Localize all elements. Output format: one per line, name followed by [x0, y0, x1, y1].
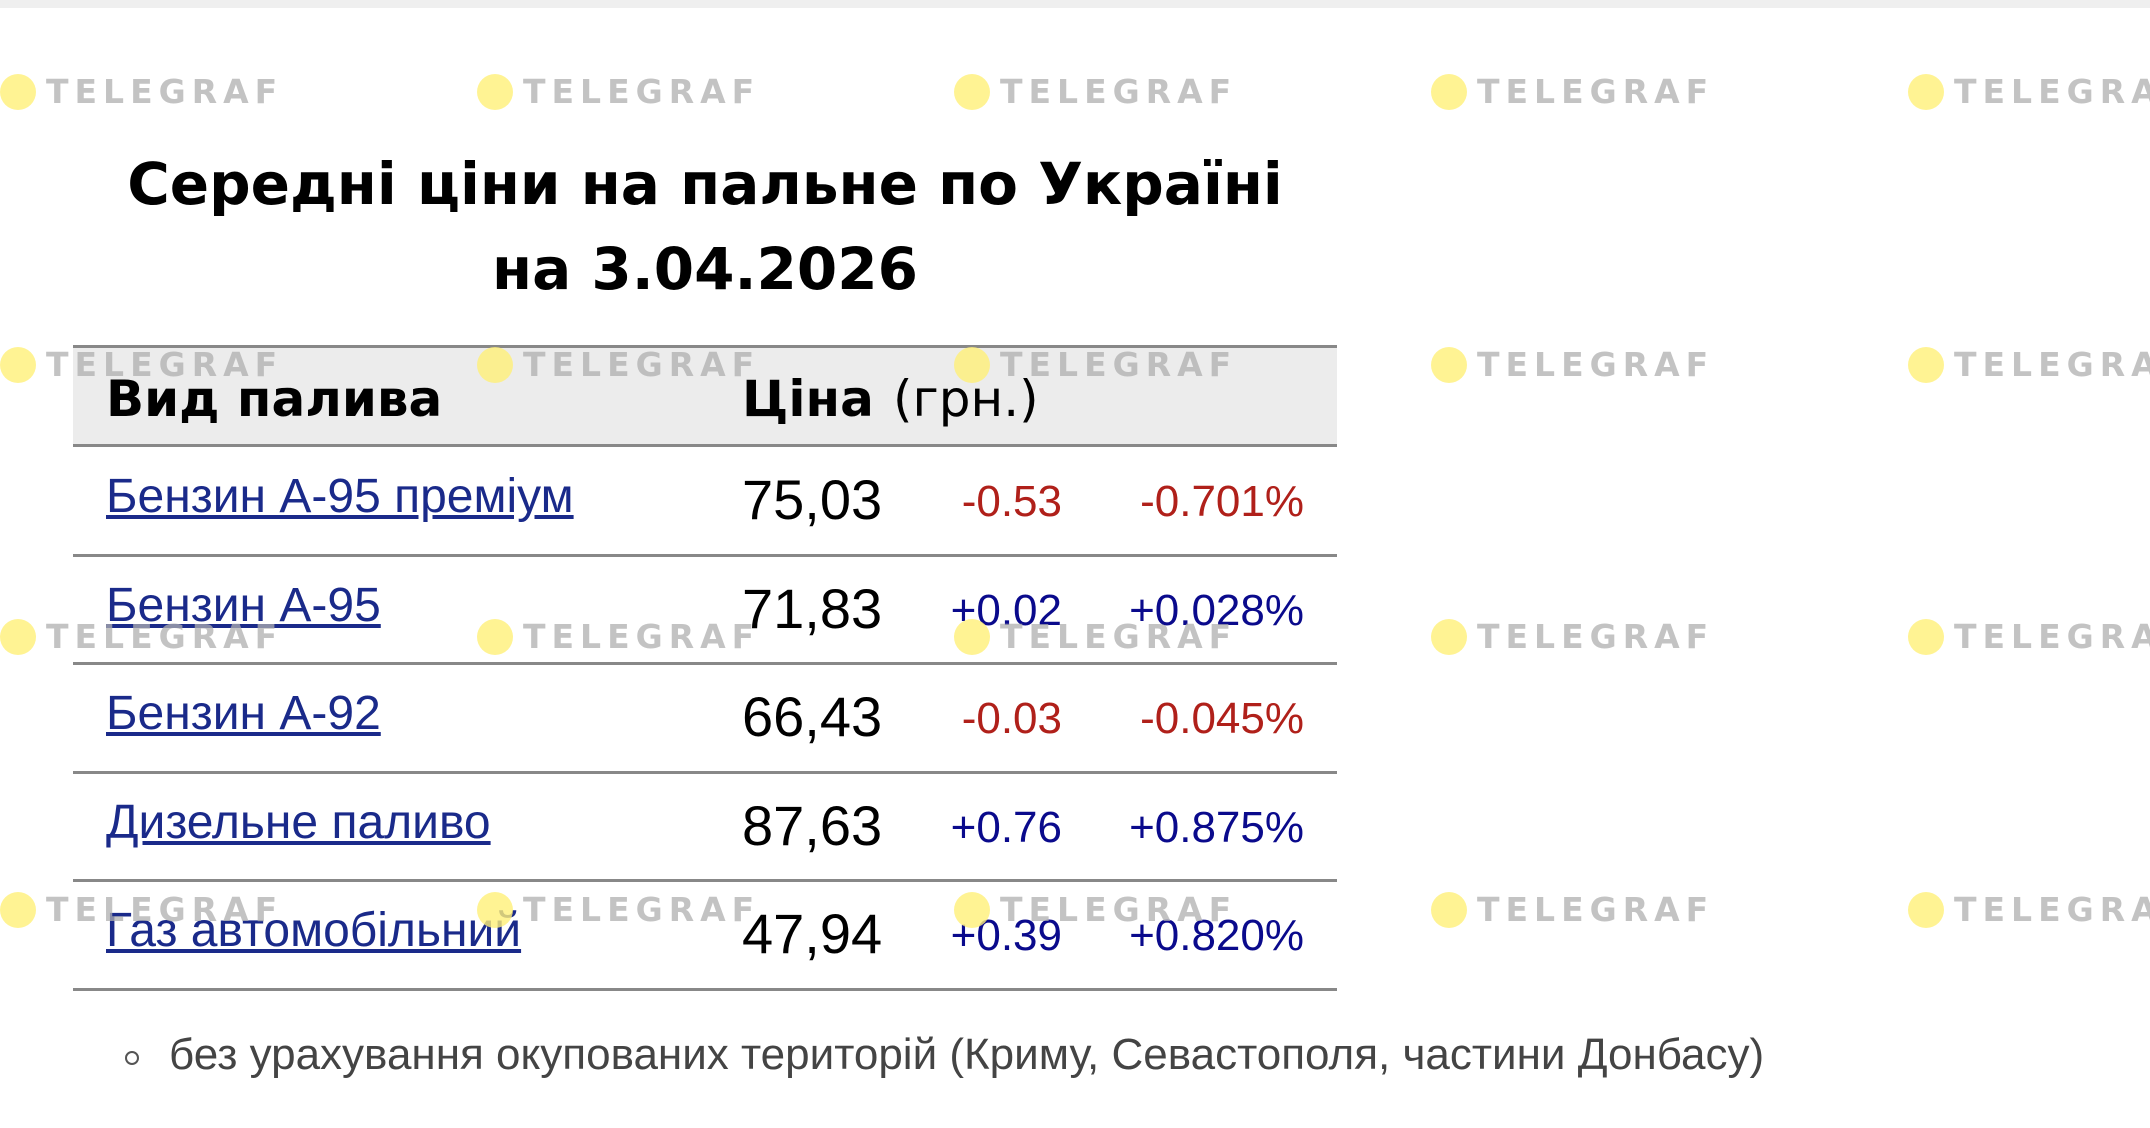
watermark: TELEGRAF [1431, 617, 1714, 656]
watermark-icon [1431, 618, 1467, 655]
fuel-link[interactable]: Дизельне паливо [106, 795, 491, 849]
footnote: без урахування окупованих територій (Кри… [169, 1030, 1765, 1079]
watermark-text: TELEGRAF [1954, 72, 2150, 111]
top-bar [0, 0, 2150, 8]
percent: -0.045% [1140, 694, 1304, 744]
row-line [73, 770, 1337, 774]
watermark: TELEGRAF [1908, 72, 2150, 111]
row-line [73, 988, 1337, 991]
watermark: TELEGRAF [477, 617, 760, 656]
watermark-icon [1431, 73, 1467, 110]
watermark-icon [477, 73, 513, 110]
change: +0.02 [950, 585, 1062, 635]
header-price: Ціна [742, 370, 874, 428]
watermark-text: TELEGRAF [1477, 617, 1715, 656]
watermark-icon [0, 618, 36, 655]
watermark: TELEGRAF [1908, 890, 2150, 929]
watermark-icon [1431, 346, 1467, 383]
watermark: TELEGRAF [1431, 890, 1714, 929]
watermark-icon [1908, 891, 1944, 928]
price: 87,63 [742, 793, 883, 857]
percent: +0.820% [1129, 911, 1304, 961]
change: +0.39 [950, 911, 1062, 961]
fuel-link[interactable]: Бензин А-95 преміум [106, 470, 574, 523]
watermark-icon [477, 618, 513, 655]
title-line: Середні ціни на пальне по Україні [127, 150, 1283, 218]
watermark-text: TELEGRAF [1000, 72, 1238, 111]
change: -0.53 [961, 477, 1062, 526]
watermark: TELEGRAF [1908, 345, 2150, 384]
watermark: TELEGRAF [1431, 345, 1714, 384]
watermark-text: TELEGRAF [1954, 890, 2150, 929]
watermark-text: TELEGRAF [1477, 72, 1715, 111]
watermark-text: TELEGRAF [523, 72, 761, 111]
header-name: Вид палива [106, 370, 443, 428]
watermark-icon [1908, 618, 1944, 655]
watermark-text: TELEGRAF [1954, 617, 2150, 656]
watermark-icon [1431, 891, 1467, 928]
watermark-icon [1908, 73, 1944, 110]
change: +0.76 [950, 802, 1062, 852]
price: 71,83 [742, 576, 883, 640]
watermark: TELEGRAF [0, 72, 283, 111]
percent: +0.875% [1129, 802, 1304, 852]
table-header [73, 345, 1337, 447]
row-line [73, 879, 1337, 883]
watermark: TELEGRAF [954, 72, 1237, 111]
price: 75,03 [742, 468, 883, 531]
row-line [73, 553, 1337, 557]
bullet [125, 1051, 139, 1065]
watermark: TELEGRAF [1908, 617, 2150, 656]
watermark-icon [0, 891, 36, 928]
watermark-text: TELEGRAF [523, 617, 761, 656]
fuel-link[interactable]: Бензин А-95 [106, 578, 381, 632]
header-unit: (грн.) [893, 370, 1039, 428]
watermark: TELEGRAF [477, 72, 760, 111]
watermark-icon [1908, 346, 1944, 383]
watermark-text: TELEGRAF [1477, 345, 1715, 384]
watermark-text: TELEGRAF [1954, 345, 2150, 384]
row-line [73, 662, 1337, 666]
fuel-link[interactable]: Газ автомобільний [106, 904, 522, 958]
watermark-text: TELEGRAF [1477, 890, 1715, 929]
change: -0.03 [961, 694, 1062, 744]
watermark-icon [0, 346, 36, 383]
fuel-link[interactable]: Бензин А-92 [106, 687, 381, 741]
percent: +0.028% [1129, 585, 1304, 635]
watermark: TELEGRAF [1431, 72, 1714, 111]
watermark-icon [954, 73, 990, 110]
percent: -0.701% [1140, 477, 1304, 526]
title-line: на 3.04.2026 [492, 235, 918, 303]
price: 66,43 [742, 685, 883, 749]
watermark-text: TELEGRAF [523, 890, 761, 929]
price: 47,94 [742, 902, 883, 966]
watermark-text: TELEGRAF [46, 72, 284, 111]
watermark-icon [0, 73, 36, 110]
